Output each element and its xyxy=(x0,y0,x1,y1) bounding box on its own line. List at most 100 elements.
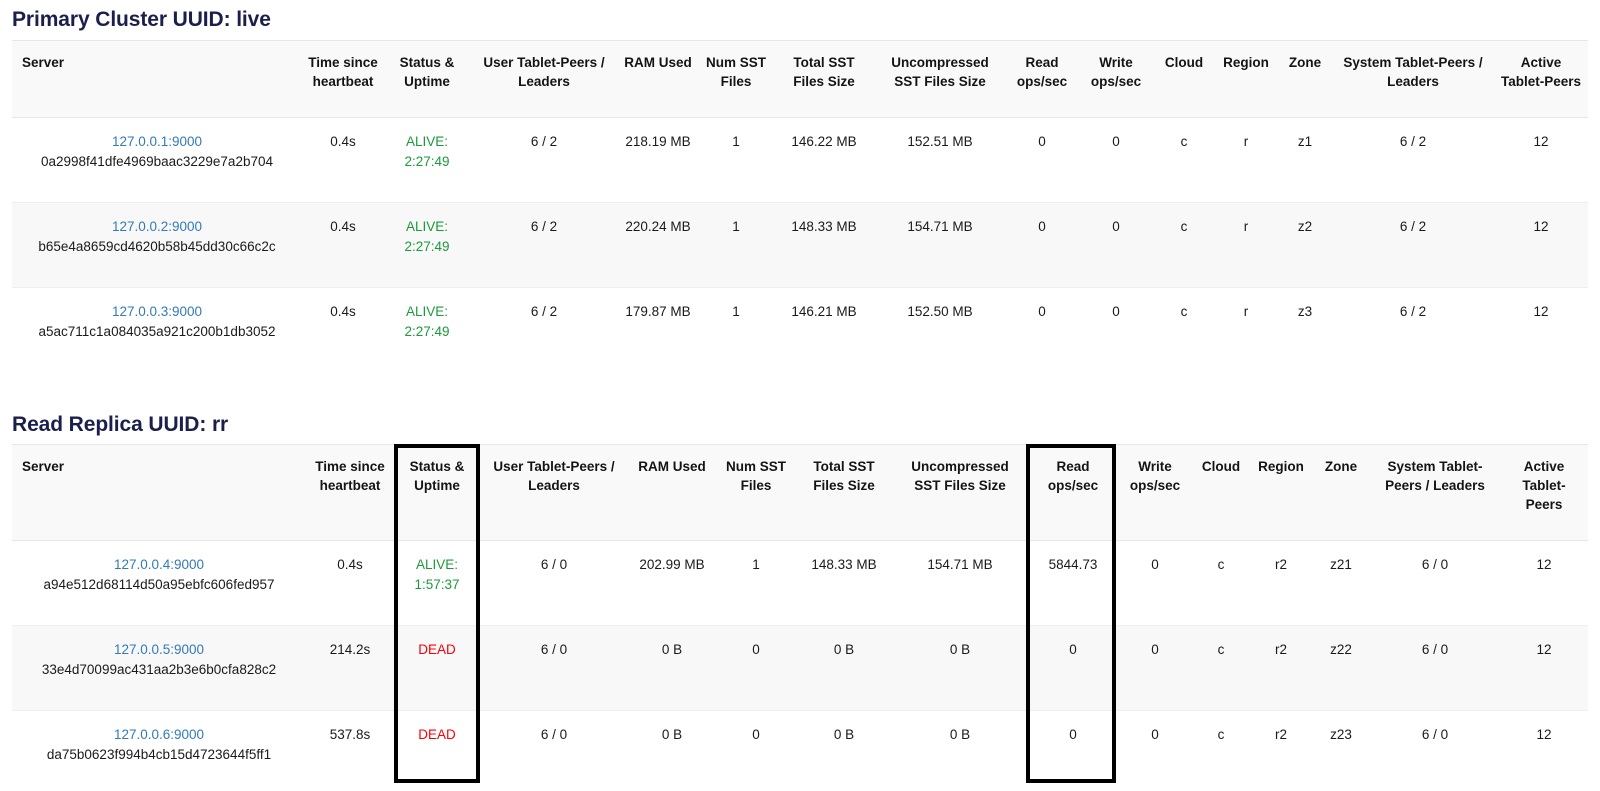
replica-table-head: Server Time since heartbeat Status & Upt… xyxy=(12,444,1588,541)
table-row: 127.0.0.1:9000 0a2998f41dfe4969baac3229e… xyxy=(12,117,1588,203)
cell-server: 127.0.0.4:9000 a94e512d68114d50a95ebfc60… xyxy=(12,540,306,626)
server-uuid: 33e4d70099ac431aa2b3e6b0cfa828c2 xyxy=(41,662,277,677)
cell-active-tablet-peers: 12 xyxy=(1494,117,1588,203)
cell-system-tablet-peers: 6 / 2 xyxy=(1399,304,1427,319)
table-row: 127.0.0.5:9000 33e4d70099ac431aa2b3e6b0c… xyxy=(12,625,1588,711)
server-link[interactable]: 127.0.0.1:9000 xyxy=(111,134,203,149)
cell-num-sst-files: 1 xyxy=(716,540,796,626)
cell-system-tablet-peers: 6 / 0 xyxy=(1370,540,1500,626)
primary-table-head: Server Time since heartbeat Status & Upt… xyxy=(12,40,1588,118)
cell-system-tablet-peers: 6 / 0 xyxy=(1370,625,1500,711)
cell-num-sst-files: 1 xyxy=(732,304,740,319)
cell-write-ops: 0 xyxy=(1118,540,1192,626)
header-system-tablet-peers: System Tablet-Peers / Leaders xyxy=(1332,40,1494,118)
cell-server: 127.0.0.3:9000 a5ac711c1a084035a921c200b… xyxy=(12,288,302,373)
cell-server: 127.0.0.2:9000 b65e4a8659cd4620b58b45dd3… xyxy=(12,202,302,288)
header-num-sst-files: Num SST Files xyxy=(716,444,796,541)
cell-num-sst-files: 0 xyxy=(716,625,796,711)
cell-write-ops: 0 xyxy=(1151,727,1159,742)
cell-server: 127.0.0.5:9000 33e4d70099ac431aa2b3e6b0c… xyxy=(12,625,306,711)
cell-user-tablet-peers: 6 / 2 xyxy=(470,202,618,288)
read-replica-title: Read Replica UUID: rr xyxy=(12,413,229,436)
cell-write-ops: 0 xyxy=(1078,117,1154,203)
header-total-sst-files-size: Total SST Files Size xyxy=(796,444,892,541)
cell-region: r xyxy=(1214,202,1278,288)
primary-cluster-table: Server Time since heartbeat Status & Upt… xyxy=(12,40,1588,372)
cell-active-tablet-peers: 12 xyxy=(1536,727,1552,742)
cell-active-tablet-peers: 12 xyxy=(1500,540,1588,626)
cell-cloud: c xyxy=(1192,625,1250,711)
cell-zone: z3 xyxy=(1297,304,1313,319)
cell-status: DEAD xyxy=(394,625,480,711)
table-row: 127.0.0.6:9000 da75b0623f994b4cb15d47236… xyxy=(12,711,1588,791)
cell-total-sst-size: 0 B xyxy=(833,727,855,742)
server-link[interactable]: 127.0.0.3:9000 xyxy=(111,304,203,319)
uptime-value: 2:27:49 xyxy=(404,154,450,169)
header-zone: Zone xyxy=(1278,40,1332,118)
uptime-value: 1:57:37 xyxy=(414,577,460,592)
cell-write-ops: 0 xyxy=(1078,202,1154,288)
cell-ram-used: 220.24 MB xyxy=(618,202,698,288)
cell-total-sst-size: 148.33 MB xyxy=(774,202,874,288)
cell-read-ops: 5844.73 xyxy=(1028,540,1118,626)
cell-region: r2 xyxy=(1274,727,1287,742)
cell-active-tablet-peers: 12 xyxy=(1494,202,1588,288)
uptime-value: 2:27:49 xyxy=(404,324,450,339)
server-link[interactable]: 127.0.0.4:9000 xyxy=(113,557,205,572)
cell-write-ops: 0 xyxy=(1112,304,1120,319)
status-badge: ALIVE: xyxy=(415,557,459,572)
header-server: Server xyxy=(12,40,302,118)
status-badge: ALIVE: xyxy=(405,134,449,149)
header-num-sst-files: Num SST Files xyxy=(698,40,774,118)
header-cloud: Cloud xyxy=(1192,444,1250,541)
cell-zone: z2 xyxy=(1278,202,1332,288)
cell-ram-used: 202.99 MB xyxy=(628,540,716,626)
cell-status: ALIVE: 2:27:49 xyxy=(384,288,470,373)
replica-table-body: 127.0.0.4:9000 a94e512d68114d50a95ebfc60… xyxy=(12,540,1588,791)
cell-system-tablet-peers: 6 / 0 xyxy=(1421,727,1449,742)
cell-total-sst-size: 146.22 MB xyxy=(774,117,874,203)
cell-status: DEAD xyxy=(394,711,480,791)
server-link[interactable]: 127.0.0.2:9000 xyxy=(111,219,203,234)
cell-user-tablet-peers: 6 / 0 xyxy=(480,540,628,626)
cell-cloud: c xyxy=(1180,304,1188,319)
cell-ram-used: 218.19 MB xyxy=(618,117,698,203)
cell-uncompressed-sst-size: 0 B xyxy=(949,727,971,742)
cell-num-sst-files: 0 xyxy=(752,727,760,742)
cell-zone: z23 xyxy=(1330,727,1352,742)
cell-heartbeat: 214.2s xyxy=(306,625,394,711)
cell-total-sst-size: 146.21 MB xyxy=(791,304,857,319)
cell-status: ALIVE: 1:57:37 xyxy=(394,540,480,626)
header-write-ops-sec: Write ops/sec xyxy=(1078,40,1154,118)
table-row: 127.0.0.2:9000 b65e4a8659cd4620b58b45dd3… xyxy=(12,202,1588,288)
server-link[interactable]: 127.0.0.6:9000 xyxy=(113,727,205,742)
server-link[interactable]: 127.0.0.5:9000 xyxy=(113,642,205,657)
cell-status: ALIVE: 2:27:49 xyxy=(384,202,470,288)
cell-active-tablet-peers: 12 xyxy=(1500,625,1588,711)
cell-uncompressed-sst-size: 152.50 MB xyxy=(907,304,973,319)
cell-read-ops: 0 xyxy=(1028,625,1118,711)
cell-total-sst-size: 0 B xyxy=(796,625,892,711)
header-uncompressed-sst-files-size: Uncompressed SST Files Size xyxy=(892,444,1028,541)
header-zone: Zone xyxy=(1312,444,1370,541)
header-ram-used: RAM Used xyxy=(628,444,716,541)
header-server: Server xyxy=(12,444,306,541)
server-uuid: 0a2998f41dfe4969baac3229e7a2b704 xyxy=(41,154,273,169)
cell-uncompressed-sst-size: 0 B xyxy=(892,625,1028,711)
cell-total-sst-size: 148.33 MB xyxy=(796,540,892,626)
header-write-ops-sec: Write ops/sec xyxy=(1118,444,1192,541)
cell-system-tablet-peers: 6 / 2 xyxy=(1332,117,1494,203)
cell-server: 127.0.0.6:9000 da75b0623f994b4cb15d47236… xyxy=(12,711,306,791)
cell-ram-used: 0 B xyxy=(661,727,683,742)
header-ram-used: RAM Used xyxy=(618,40,698,118)
cell-read-ops: 0 xyxy=(1038,304,1046,319)
cell-cloud: c xyxy=(1217,727,1225,742)
cell-ram-used: 0 B xyxy=(628,625,716,711)
header-uncompressed-sst-files-size: Uncompressed SST Files Size xyxy=(874,40,1006,118)
cell-region: r xyxy=(1214,117,1278,203)
table-row: 127.0.0.3:9000 a5ac711c1a084035a921c200b… xyxy=(12,288,1588,373)
cell-read-ops: 0 xyxy=(1006,202,1078,288)
cell-read-ops: 0 xyxy=(1006,117,1078,203)
header-region: Region xyxy=(1214,40,1278,118)
cell-uncompressed-sst-size: 154.71 MB xyxy=(892,540,1028,626)
